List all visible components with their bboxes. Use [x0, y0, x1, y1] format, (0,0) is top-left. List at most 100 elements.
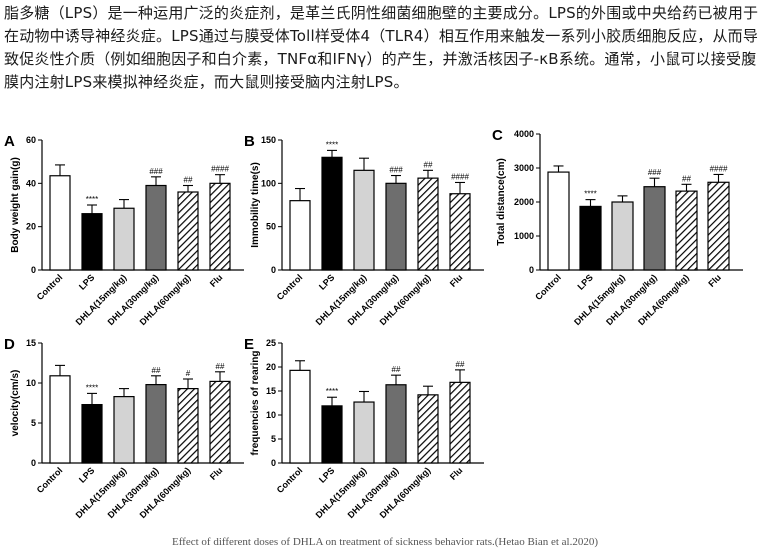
bar-flu	[449, 381, 471, 464]
y-tick-label: 25	[266, 338, 276, 348]
y-tick-label: 0	[271, 458, 276, 468]
bar-flu	[707, 181, 730, 271]
significance-label: ##	[184, 176, 193, 185]
bar-control	[289, 369, 311, 464]
panel-c: C 0 1000 2000 3000 4000 Total distance(cm) Cont…	[488, 122, 748, 332]
bar-dhla-30mg-kg-	[643, 186, 666, 271]
y-tick-label: 0	[31, 265, 36, 275]
bar-dhla-15mg-kg-	[113, 207, 135, 271]
y-tick-label: 15	[26, 338, 36, 348]
category-label: Control	[275, 272, 305, 302]
y-tick-label: 10	[266, 410, 276, 420]
significance-label: ****	[326, 140, 338, 149]
category-label: Control	[533, 272, 563, 302]
y-tick-label: 5	[31, 418, 36, 428]
significance-label: ##	[682, 174, 691, 183]
significance-label: ##	[456, 360, 465, 369]
bar-dhla-60mg-kg-	[417, 394, 439, 464]
significance-label: ####	[710, 164, 728, 173]
y-tick-label: 15	[266, 386, 276, 396]
y-tick-label: 40	[26, 178, 36, 188]
y-tick-label: 100	[261, 178, 276, 188]
y-tick-label: 20	[26, 222, 36, 232]
bar-lps	[81, 213, 103, 271]
chart-a-svg: A 0 20 40 60 Body weight gain(g) Control **** LP…	[4, 133, 244, 327]
bar-control	[289, 200, 311, 271]
significance-label: ##	[152, 366, 161, 375]
panel-letter: B	[244, 133, 255, 150]
bar-dhla-30mg-kg-	[145, 383, 167, 464]
bar-flu	[209, 380, 231, 464]
y-tick-label: 2000	[514, 197, 534, 207]
significance-label: ###	[389, 166, 403, 175]
category-label: LPS	[77, 272, 96, 291]
significance-label: ****	[584, 190, 596, 199]
bar-control	[49, 175, 71, 271]
significance-label: ****	[326, 387, 338, 396]
significance-label: ###	[648, 168, 662, 177]
bar-flu	[449, 193, 471, 271]
chart-e-svg: E 0 5 10 15 20 25 frequencies of rearing Control…	[244, 336, 484, 520]
bar-dhla-15mg-kg-	[353, 401, 375, 464]
figure-caption: Effect of different doses of DHLA on tre…	[171, 536, 599, 548]
y-tick-label: 60	[26, 135, 36, 145]
chart-b-svg: B 0 50 100 150 Immobility time(s) Control **** L…	[244, 133, 484, 327]
category-label: Flu	[448, 272, 465, 289]
panel-e: E 0 5 10 15 20 25 frequencies of rearing Control…	[240, 335, 490, 535]
bar-control	[49, 375, 71, 464]
bar-dhla-60mg-kg-	[177, 387, 199, 464]
y-tick-label: 5	[271, 434, 276, 444]
category-label: LPS	[575, 272, 594, 291]
panel-letter: E	[244, 336, 254, 353]
chart-d-svg: D051015velocity(cm/s)Control****LPSDHLA(…	[4, 336, 244, 520]
y-axis-label: frequencies of rearing	[250, 350, 261, 455]
y-tick-label: 0	[271, 265, 276, 275]
bar-dhla-60mg-kg-	[417, 177, 439, 271]
y-axis-label: Immobility time(s)	[250, 162, 261, 248]
y-tick-label: 0	[529, 265, 534, 275]
panel-letter: D	[4, 336, 15, 353]
y-axis-label: velocity(cm/s)	[10, 370, 21, 437]
significance-label: ###	[149, 167, 163, 176]
significance-label: ####	[211, 165, 229, 174]
category-label: Flu	[208, 465, 225, 482]
y-tick-label: 150	[261, 135, 276, 145]
chart-c-svg: C 0 1000 2000 3000 4000 Total distance(cm) Cont…	[492, 127, 743, 327]
bar-dhla-15mg-kg-	[611, 201, 634, 271]
y-tick-label: 10	[26, 378, 36, 388]
y-tick-label: 0	[31, 458, 36, 468]
panel-a: A 0 20 40 60 Body weight gain(g) Control **** LP…	[0, 122, 250, 332]
category-label: Flu	[706, 272, 723, 289]
bar-lps	[321, 405, 343, 464]
category-label: Flu	[208, 272, 225, 289]
intro-paragraph: 脂多糖（LPS）是一种运用广泛的炎症剂，是革兰氏阴性细菌细胞壁的主要成分。LPS…	[4, 4, 759, 91]
y-tick-label: 4000	[514, 129, 534, 139]
significance-label: ##	[392, 365, 401, 374]
significance-label: #	[186, 369, 191, 378]
category-label: Control	[35, 272, 65, 302]
category-label: LPS	[77, 465, 96, 484]
bar-dhla-15mg-kg-	[113, 395, 135, 464]
bar-dhla-60mg-kg-	[675, 190, 698, 271]
y-axis-label: Total distance(cm)	[496, 158, 507, 246]
bar-lps	[321, 156, 343, 271]
y-tick-label: 3000	[514, 163, 534, 173]
significance-label: ##	[424, 160, 433, 169]
panel-b: B 0 50 100 150 Immobility time(s) Control **** L…	[240, 122, 490, 332]
panel-letter: C	[492, 127, 503, 144]
bar-dhla-30mg-kg-	[385, 384, 407, 464]
bar-dhla-15mg-kg-	[353, 169, 375, 271]
bar-dhla-30mg-kg-	[145, 184, 167, 271]
bar-dhla-30mg-kg-	[385, 182, 407, 271]
panel-d: D 0 5 10 15 velocity(cm/s) Control **** LPS DHLA(…	[0, 335, 250, 535]
significance-label: ****	[86, 383, 98, 392]
bar-lps	[81, 403, 103, 464]
significance-label: ####	[451, 172, 469, 181]
y-tick-label: 20	[266, 362, 276, 372]
y-tick-label: 50	[266, 222, 276, 232]
bar-lps	[579, 205, 602, 271]
category-label: Flu	[448, 465, 465, 482]
panel-letter: A	[4, 133, 15, 150]
y-axis-label: Body weight gain(g)	[10, 157, 21, 253]
bar-dhla-60mg-kg-	[177, 191, 199, 271]
